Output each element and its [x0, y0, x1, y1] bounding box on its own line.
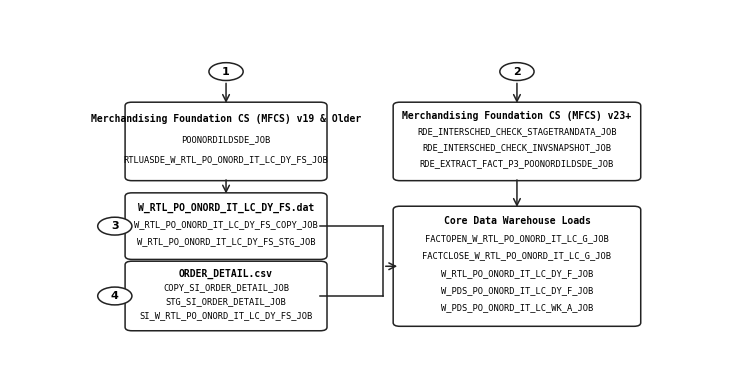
Text: FACTOPEN_W_RTL_PO_ONORD_IT_LC_G_JOB: FACTOPEN_W_RTL_PO_ONORD_IT_LC_G_JOB: [425, 234, 609, 243]
FancyBboxPatch shape: [125, 193, 327, 259]
Text: 4: 4: [111, 291, 118, 301]
Text: W_PDS_PO_ONORD_IT_LC_WK_A_JOB: W_PDS_PO_ONORD_IT_LC_WK_A_JOB: [441, 303, 593, 312]
Text: 1: 1: [222, 66, 230, 76]
FancyBboxPatch shape: [393, 102, 641, 181]
Text: ORDER_DETAIL.csv: ORDER_DETAIL.csv: [179, 269, 273, 279]
FancyBboxPatch shape: [125, 102, 327, 181]
Circle shape: [500, 63, 534, 81]
Text: W_RTL_PO_ONORD_IT_LC_DY_F_JOB: W_RTL_PO_ONORD_IT_LC_DY_F_JOB: [441, 269, 593, 278]
Circle shape: [209, 63, 243, 81]
Text: W_RTL_PO_ONORD_IT_LC_DY_FS_COPY_JOB: W_RTL_PO_ONORD_IT_LC_DY_FS_COPY_JOB: [134, 220, 318, 229]
Text: W_RTL_PO_ONORD_IT_LC_DY_FS_STG_JOB: W_RTL_PO_ONORD_IT_LC_DY_FS_STG_JOB: [137, 237, 315, 246]
Text: Core Data Warehouse Loads: Core Data Warehouse Loads: [444, 216, 590, 226]
Text: COPY_SI_ORDER_DETAIL_JOB: COPY_SI_ORDER_DETAIL_JOB: [163, 283, 289, 292]
Text: RDE_INTERSCHED_CHECK_STAGETRANDATA_JOB: RDE_INTERSCHED_CHECK_STAGETRANDATA_JOB: [417, 127, 617, 136]
Circle shape: [98, 287, 132, 305]
Text: Merchandising Foundation CS (MFCS) v23+: Merchandising Foundation CS (MFCS) v23+: [403, 111, 631, 121]
Text: W_PDS_PO_ONORD_IT_LC_DY_F_JOB: W_PDS_PO_ONORD_IT_LC_DY_F_JOB: [441, 286, 593, 295]
Text: POONORDILDSDE_JOB: POONORDILDSDE_JOB: [181, 135, 271, 144]
Circle shape: [98, 217, 132, 235]
Text: STG_SI_ORDER_DETAIL_JOB: STG_SI_ORDER_DETAIL_JOB: [166, 297, 286, 306]
Text: RDE_INTERSCHED_CHECK_INVSNAPSHOT_JOB: RDE_INTERSCHED_CHECK_INVSNAPSHOT_JOB: [422, 143, 612, 152]
Text: RDE_EXTRACT_FACT_P3_POONORDILDSDE_JOB: RDE_EXTRACT_FACT_P3_POONORDILDSDE_JOB: [420, 159, 614, 168]
FancyBboxPatch shape: [393, 206, 641, 326]
FancyBboxPatch shape: [125, 261, 327, 331]
Text: RTLUASDE_W_RTL_PO_ONORD_IT_LC_DY_FS_JOB: RTLUASDE_W_RTL_PO_ONORD_IT_LC_DY_FS_JOB: [124, 155, 328, 164]
Text: Merchandising Foundation CS (MFCS) v19 & Older: Merchandising Foundation CS (MFCS) v19 &…: [91, 114, 361, 124]
Text: FACTCLOSE_W_RTL_PO_ONORD_IT_LC_G_JOB: FACTCLOSE_W_RTL_PO_ONORD_IT_LC_G_JOB: [422, 251, 612, 260]
Text: W_RTL_PO_ONORD_IT_LC_DY_FS.dat: W_RTL_PO_ONORD_IT_LC_DY_FS.dat: [138, 202, 314, 213]
Text: SI_W_RTL_PO_ONORD_IT_LC_DY_FS_JOB: SI_W_RTL_PO_ONORD_IT_LC_DY_FS_JOB: [139, 311, 313, 320]
Text: 3: 3: [111, 221, 118, 231]
Text: 2: 2: [513, 66, 521, 76]
